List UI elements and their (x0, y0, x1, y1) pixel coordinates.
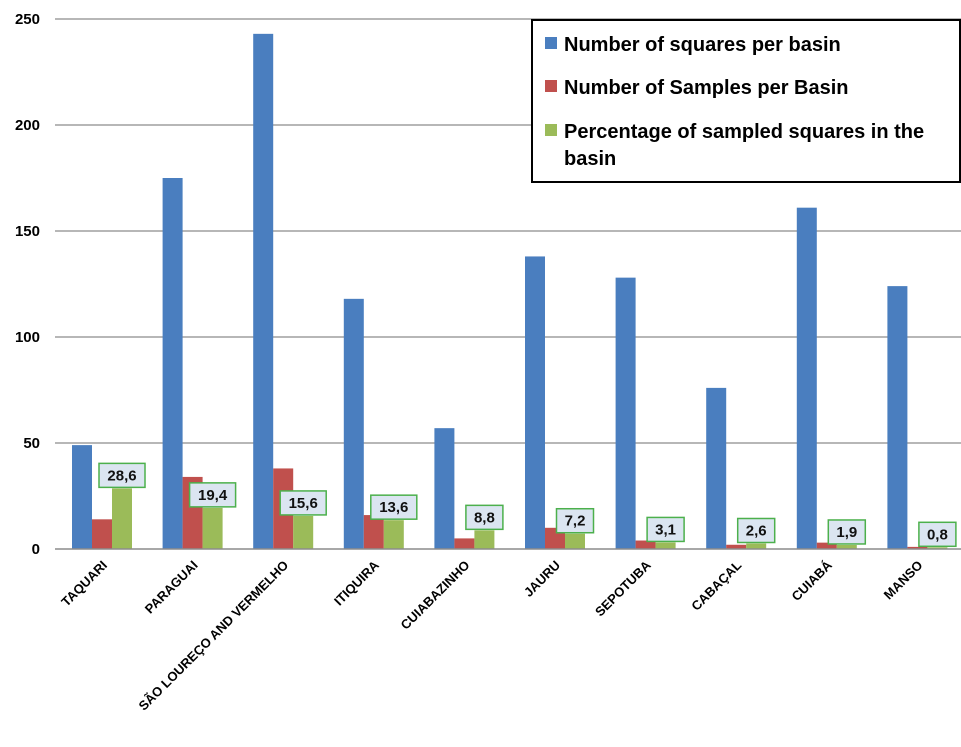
legend-swatch-squares (545, 37, 557, 49)
data-label: 8,8 (474, 509, 495, 526)
data-label-box (736, 517, 776, 544)
y-tick-label: 200 (15, 117, 40, 134)
y-axis-ticks: 0 50 100 150 200 250 (15, 11, 40, 558)
bar-samples (816, 542, 837, 549)
bar-squares (253, 33, 274, 549)
data-label: 0,8 (927, 526, 948, 543)
category-label: CUIABAZINHO (398, 558, 473, 633)
data-label: 3,1 (655, 521, 676, 538)
data-label: 2,6 (746, 522, 767, 539)
data-label: 1,9 (836, 524, 857, 541)
bar-samples (454, 538, 475, 549)
y-tick-label: 100 (15, 329, 40, 346)
y-tick-label: 150 (15, 223, 40, 240)
bar-percentage (293, 515, 314, 549)
legend-box (531, 19, 961, 183)
y-tick-label: 50 (23, 435, 40, 452)
bar-percentage (474, 530, 495, 549)
legend-swatch-percentage (545, 124, 557, 136)
bar-squares (615, 277, 636, 549)
bar-percentage (927, 547, 948, 549)
data-label: 7,2 (565, 513, 586, 530)
bar-percentage (836, 544, 857, 549)
bar-squares (887, 286, 908, 549)
category-label: CUIABÁ (789, 557, 836, 604)
category-label: TAQUARI (58, 558, 110, 610)
category-label: ITIQUIRA (331, 557, 382, 608)
legend-label-percentage-line1: Percentage of sampled squares in the (564, 121, 924, 143)
bar-percentage (112, 488, 132, 549)
data-label: 13,6 (379, 499, 408, 516)
bar-squares (72, 445, 92, 549)
data-label-box (555, 507, 595, 534)
category-label: PARAGUAI (142, 558, 201, 617)
bar-percentage (202, 507, 223, 549)
data-label: 28,6 (107, 467, 136, 484)
category-label: SEPOTUBA (592, 557, 654, 619)
data-labels: 28,6 19,4 15,6 13,6 8,8 7,2 3,1 2,6 1,9 0,8 (98, 462, 957, 548)
bar-percentage (655, 542, 676, 549)
y-tick-label: 250 (15, 11, 40, 28)
data-label-box (98, 462, 146, 489)
legend-swatch-samples (545, 80, 557, 92)
bar-squares (706, 387, 727, 549)
bar-percentage (746, 543, 767, 549)
category-label: CABAÇAL (688, 557, 744, 613)
bar-samples (92, 519, 112, 549)
category-label: SÃO LOUREÇO AND VERMELHO (136, 558, 292, 714)
bar-squares (434, 428, 455, 549)
category-label: MANSO (881, 558, 926, 603)
bar-samples (363, 515, 384, 549)
bar-squares (796, 207, 817, 549)
data-label-box (827, 519, 867, 545)
data-label-box (188, 482, 237, 508)
legend: Number of squares per basin Number of Sa… (531, 19, 961, 183)
data-label-box (465, 504, 504, 531)
bar-squares (343, 298, 364, 549)
y-tick-label: 0 (32, 541, 40, 558)
data-label-box (646, 516, 685, 543)
data-label-box (279, 490, 327, 516)
bar-squares (525, 256, 545, 549)
data-label-box (918, 521, 957, 548)
data-label: 19,4 (198, 487, 228, 504)
bar-samples (726, 544, 747, 549)
bar-squares (162, 178, 183, 549)
category-label: JAURU (521, 558, 563, 600)
bar-samples (635, 540, 656, 549)
bar-percentage (565, 533, 585, 549)
legend-label-samples: Number of Samples per Basin (564, 77, 849, 99)
data-label-box (370, 494, 418, 520)
legend-label-percentage-line2: basin (564, 148, 616, 170)
data-label: 15,6 (289, 495, 318, 512)
bar-percentage (383, 520, 404, 549)
bar-samples (907, 546, 928, 549)
legend-label-squares: Number of squares per basin (564, 34, 841, 56)
